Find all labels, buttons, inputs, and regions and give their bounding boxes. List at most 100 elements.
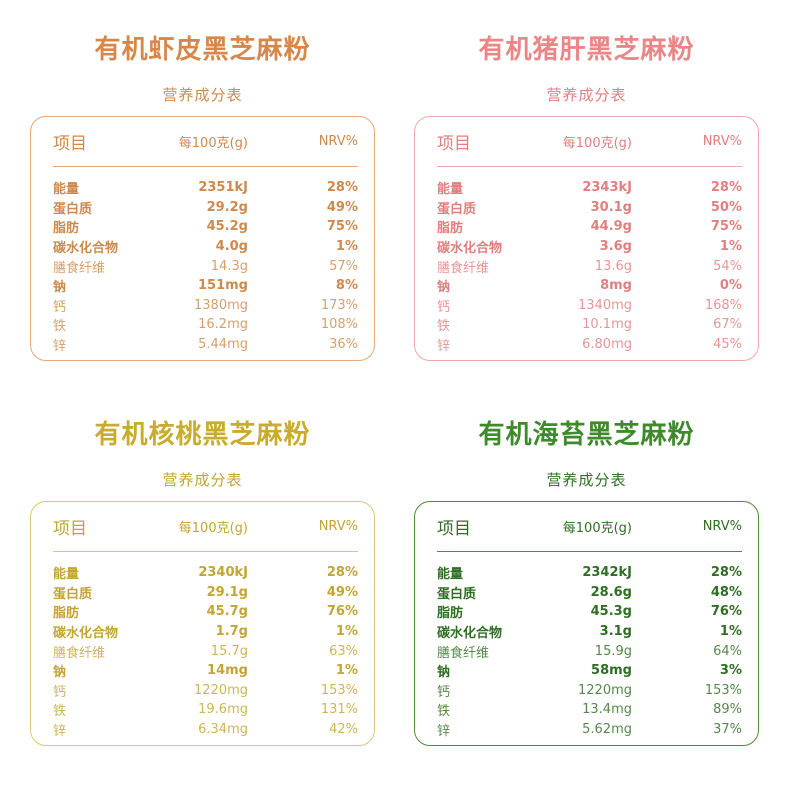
nutrient-nrv: 1% (719, 624, 742, 640)
header-item: 项目 (53, 519, 87, 539)
nutrient-value: 45.2g (206, 219, 248, 235)
table-row: 膳食纤维 15.9g 64% (437, 641, 742, 661)
nutrient-nrv: 28% (326, 565, 358, 581)
nutrient-nrv: 1% (719, 239, 742, 255)
nutrient-value: 1220mg (578, 682, 632, 698)
nutrient-name: 钙 (437, 684, 451, 700)
nutrient-nrv: 67% (713, 317, 742, 333)
nutrient-nrv: 63% (329, 643, 358, 659)
table-row: 碳水化合物 3.6g 1% (437, 237, 742, 257)
nutrient-value: 4.0g (215, 239, 248, 255)
nutrient-name: 钠 (53, 665, 67, 681)
table-row: 蛋白质 28.6g 48% (437, 583, 742, 603)
table-row: 脂肪 45.2g 75% (53, 217, 358, 237)
nutrient-name: 锌 (53, 339, 67, 355)
nutrient-nrv: 1% (335, 239, 358, 255)
nutrient-value: 10.1mg (582, 317, 632, 333)
nutrient-name: 铁 (53, 704, 67, 720)
nutrient-nrv: 49% (326, 199, 358, 215)
table-row: 膳食纤维 14.3g 57% (53, 256, 358, 276)
nutrient-name: 钠 (53, 280, 67, 296)
header-nrv: NRV% (702, 134, 742, 149)
nutrient-name: 钙 (53, 299, 67, 315)
product-title: 有机虾皮黑芝麻粉 (94, 35, 311, 65)
header-per-100g: 每100克(g) (562, 136, 632, 151)
nutrient-name: 能量 (437, 182, 464, 198)
nutrient-value: 16.2mg (198, 317, 248, 333)
nutrient-value: 45.7g (206, 604, 248, 620)
nutrient-value: 5.44mg (198, 337, 248, 353)
table-row: 膳食纤维 13.6g 54% (437, 256, 742, 276)
table-row: 能量 2351kJ 28% (53, 178, 358, 198)
table-row: 脂肪 45.3g 76% (437, 602, 742, 622)
nutrient-value: 3.6g (599, 239, 632, 255)
nutrition-table: 项目 每100克(g) NRV% 能量 2340kJ 28% 蛋白质 29.1g… (30, 501, 375, 746)
table-row: 锌 6.80mg 45% (437, 335, 742, 355)
table-subtitle: 营养成分表 (162, 471, 243, 489)
nutrient-value: 2343kJ (582, 180, 632, 196)
nutrient-name: 锌 (437, 339, 451, 355)
table-body: 能量 2351kJ 28% 蛋白质 29.2g 49% 脂肪 45.2g 75%… (53, 167, 358, 354)
nutrient-value: 15.7g (210, 643, 248, 659)
table-row: 钠 151mg 8% (53, 276, 358, 296)
nutrient-value: 19.6mg (198, 702, 248, 718)
nutrient-name: 蛋白质 (53, 586, 93, 602)
nutrient-name: 膳食纤维 (53, 260, 106, 276)
table-row: 蛋白质 30.1g 50% (437, 198, 742, 218)
nutrient-nrv: 8% (335, 278, 358, 294)
nutrient-name: 铁 (53, 319, 67, 335)
nutrient-nrv: 173% (320, 297, 358, 313)
nutrient-name: 蛋白质 (437, 201, 477, 217)
table-row: 锌 6.34mg 42% (53, 720, 358, 740)
table-row: 钙 1220mg 153% (437, 681, 742, 701)
nutrient-name: 蛋白质 (437, 586, 477, 602)
table-row: 铁 13.4mg 89% (437, 700, 742, 720)
nutrient-nrv: 37% (713, 722, 742, 738)
table-subtitle: 营养成分表 (162, 86, 243, 104)
nutrient-nrv: 75% (710, 219, 742, 235)
nutrient-name: 锌 (437, 724, 451, 740)
table-row: 脂肪 45.7g 76% (53, 602, 358, 622)
nutrient-nrv: 153% (320, 682, 358, 698)
nutrient-nrv: 75% (326, 219, 358, 235)
nutrient-name: 钙 (437, 299, 451, 315)
nutrient-name: 铁 (437, 704, 451, 720)
table-row: 钙 1340mg 168% (437, 296, 742, 316)
nutrient-name: 脂肪 (437, 606, 464, 622)
nutrient-nrv: 1% (335, 663, 358, 679)
table-row: 碳水化合物 3.1g 1% (437, 622, 742, 642)
table-header: 项目 每100克(g) NRV% (53, 117, 358, 167)
product-panel: 有机虾皮黑芝麻粉 营养成分表 项目 每100克(g) NRV% 能量 2351k… (30, 28, 375, 361)
nutrient-name: 能量 (53, 567, 80, 583)
table-row: 碳水化合物 4.0g 1% (53, 237, 358, 257)
nutrient-name: 铁 (437, 319, 451, 335)
nutrient-name: 碳水化合物 (53, 241, 119, 257)
table-row: 钙 1220mg 153% (53, 681, 358, 701)
table-row: 脂肪 44.9g 75% (437, 217, 742, 237)
table-header: 项目 每100克(g) NRV% (437, 502, 742, 552)
nutrient-name: 膳食纤维 (437, 645, 490, 661)
nutrient-nrv: 42% (329, 722, 358, 738)
table-row: 钙 1380mg 173% (53, 296, 358, 316)
nutrient-nrv: 108% (320, 317, 358, 333)
nutrient-value: 1220mg (194, 682, 248, 698)
table-row: 钠 58mg 3% (437, 661, 742, 681)
nutrient-value: 151mg (198, 278, 248, 294)
nutrient-name: 脂肪 (437, 221, 464, 237)
nutrient-value: 14mg (207, 663, 248, 679)
product-title: 有机核桃黑芝麻粉 (94, 420, 311, 450)
nutrient-nrv: 49% (326, 584, 358, 600)
header-nrv: NRV% (318, 134, 358, 149)
nutrient-nrv: 76% (710, 604, 742, 620)
nutrient-nrv: 28% (326, 180, 358, 196)
nutrient-value: 44.9g (590, 219, 632, 235)
nutrient-value: 28.6g (590, 584, 632, 600)
nutrient-name: 钠 (437, 280, 451, 296)
nutrient-nrv: 76% (326, 604, 358, 620)
header-nrv: NRV% (702, 519, 742, 534)
nutrient-name: 膳食纤维 (53, 645, 106, 661)
nutrient-value: 2342kJ (582, 565, 632, 581)
table-row: 钠 8mg 0% (437, 276, 742, 296)
nutrient-value: 6.80mg (582, 337, 632, 353)
table-row: 蛋白质 29.1g 49% (53, 583, 358, 603)
